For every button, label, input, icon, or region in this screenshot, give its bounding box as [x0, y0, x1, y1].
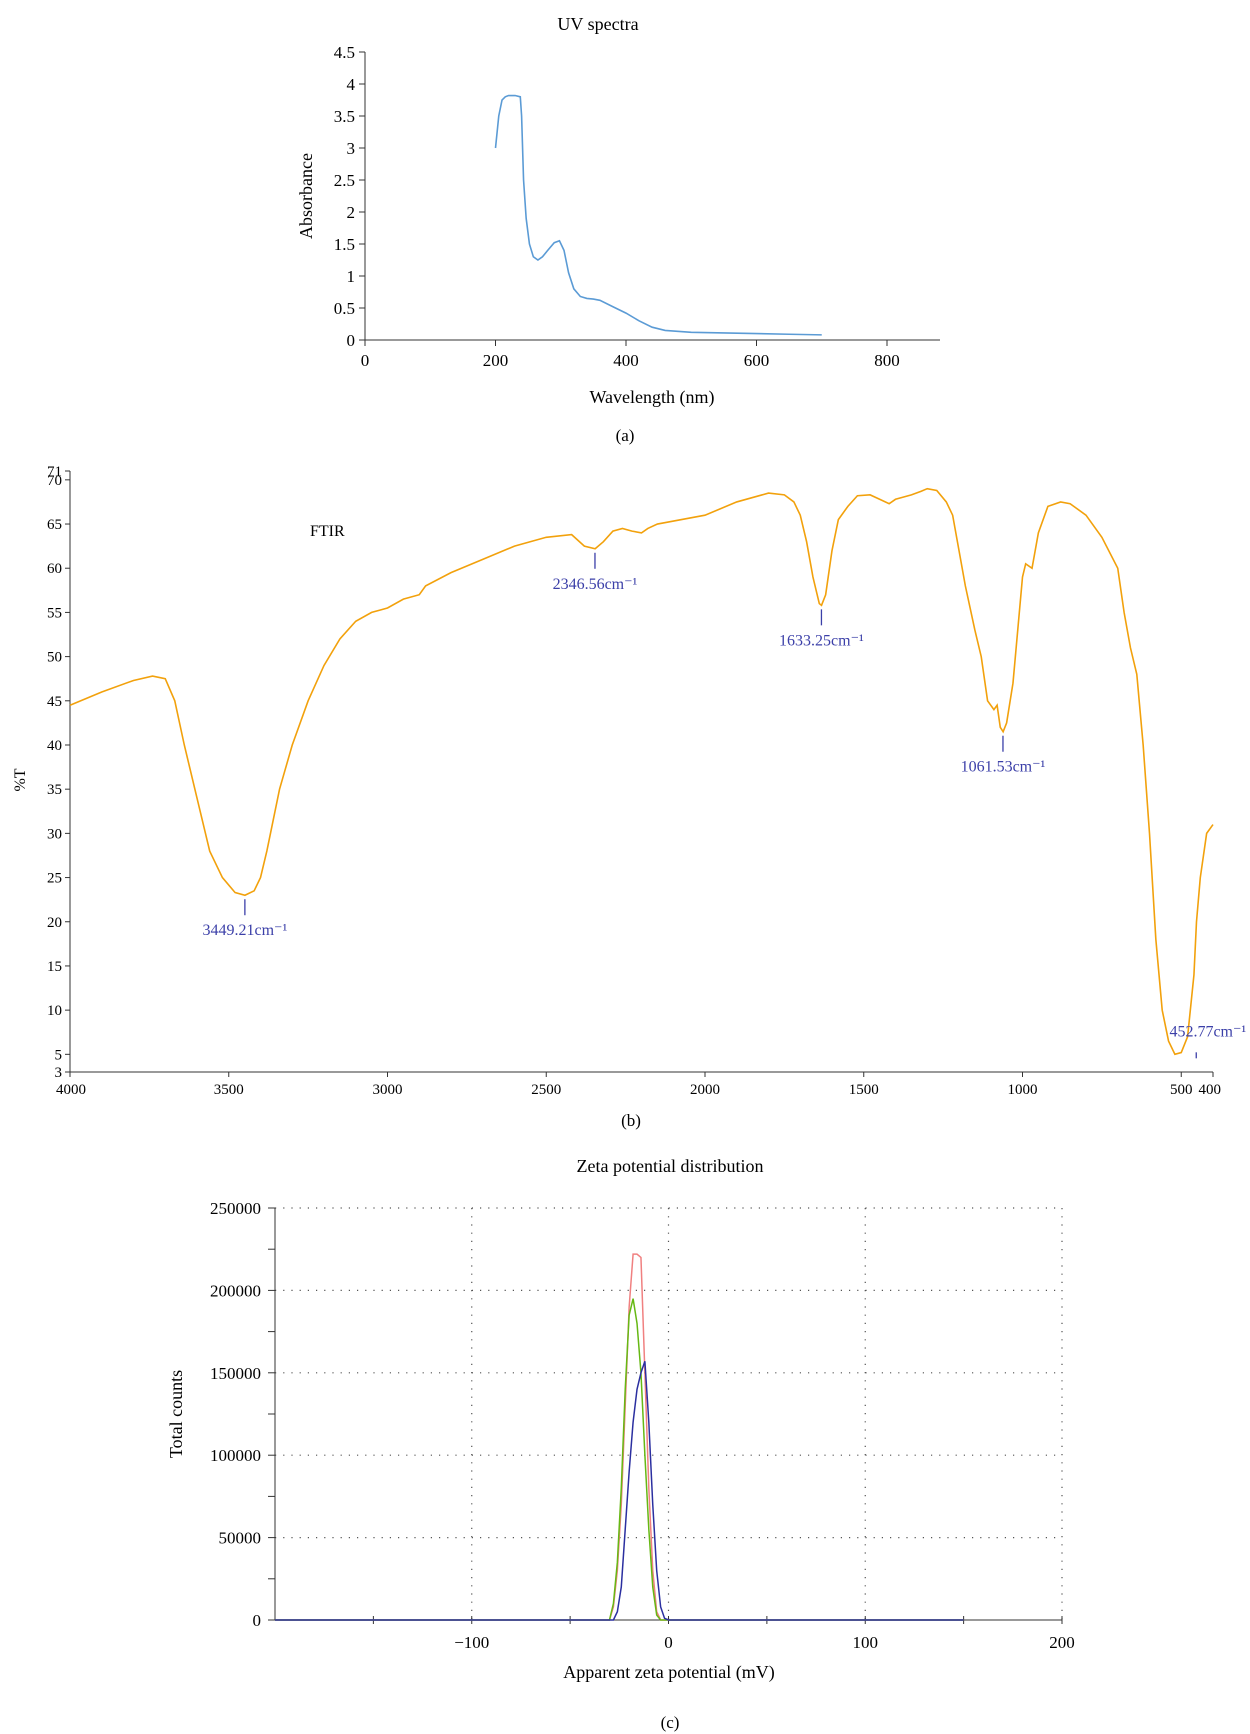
uv-y-tick-label: 2.5 [334, 171, 355, 190]
ftir-y-tick-label: 45 [47, 694, 62, 710]
uv-spectra-chart: UV spectra 0 0.5 1 1.5 2 2.5 3 3.5 4 4.5 0 200 400 6… [296, 14, 940, 445]
ftir-y-tick-label: 3 [55, 1065, 63, 1081]
ftir-peak-label: 1061.53cm⁻¹ [961, 759, 1046, 776]
uv-y-label: Absorbance [296, 153, 316, 239]
ftir-y-label: %T [12, 768, 29, 791]
ftir-peak-label: 3449.21cm⁻¹ [202, 922, 287, 939]
ftir-x-tick-label: 4000 [56, 1082, 86, 1098]
zeta-x-tick-label: 200 [1049, 1633, 1075, 1652]
ftir-x-tick-label: 3500 [214, 1082, 244, 1098]
ftir-y-tick-label: 15 [47, 959, 62, 975]
zeta-series-line [275, 1253, 964, 1621]
uv-title: UV spectra [557, 14, 638, 34]
uv-y-tick-label: 3 [347, 139, 356, 158]
uv-x-tick-label: 0 [361, 351, 370, 370]
uv-y-tick-label: 1.5 [334, 235, 355, 254]
zeta-y-tick-label: 150000 [210, 1364, 261, 1383]
zeta-title: Zeta potential distribution [577, 1156, 764, 1176]
zeta-potential-chart: Zeta potential distribution 0 50000 100000… [166, 1156, 1075, 1732]
uv-y-tick-label: 0.5 [334, 299, 355, 318]
zeta-y-label: Total counts [166, 1370, 186, 1458]
ftir-x-tick-label: 2500 [531, 1082, 561, 1098]
zeta-x-tick-label: 100 [853, 1633, 879, 1652]
ftir-x-tick-label: 500 [1170, 1082, 1193, 1098]
ftir-y-tick-label: 40 [47, 738, 62, 754]
zeta-x-label: Apparent zeta potential (mV) [563, 1662, 774, 1683]
ftir-y-tick-label: 55 [47, 605, 62, 621]
ftir-series-line [69, 487, 1214, 1056]
uv-y-tick-label: 3.5 [334, 107, 355, 126]
ftir-y-tick-label: 71 [47, 464, 62, 480]
ftir-title: FTIR [310, 523, 345, 540]
zeta-x-tick-label: −100 [454, 1633, 489, 1652]
uv-x-tick-label: 400 [613, 351, 639, 370]
uv-caption: (a) [616, 426, 635, 445]
uv-x-label: Wavelength (nm) [589, 387, 714, 408]
ftir-y-tick-label: 5 [55, 1047, 63, 1063]
zeta-caption: (c) [661, 1713, 680, 1732]
ftir-y-tick-label: 35 [47, 782, 62, 798]
ftir-y-tick-label: 25 [47, 871, 62, 887]
uv-y-tick-label: 4 [347, 75, 356, 94]
uv-y-tick-label: 0 [347, 331, 356, 350]
uv-x-tick-label: 200 [483, 351, 509, 370]
zeta-series-line [275, 1298, 964, 1621]
zeta-y-tick-label: 0 [253, 1611, 262, 1630]
zeta-y-tick-label: 100000 [210, 1446, 261, 1465]
ftir-caption: (b) [621, 1111, 641, 1130]
uv-y-tick-label: 4.5 [334, 43, 355, 62]
ftir-x-tick-label: 2000 [690, 1082, 720, 1098]
zeta-y-tick-label: 50000 [219, 1529, 262, 1548]
uv-x-tick-label: 600 [744, 351, 770, 370]
ftir-y-tick-label: 60 [47, 561, 62, 577]
ftir-y-tick-label: 30 [47, 826, 62, 842]
zeta-y-tick-label: 200000 [210, 1281, 261, 1300]
ftir-y-tick-label: 10 [47, 1003, 62, 1019]
uv-y-tick-label: 1 [347, 267, 356, 286]
ftir-y-tick-label: 50 [47, 650, 62, 666]
zeta-x-tick-label: 0 [664, 1633, 673, 1652]
ftir-x-tick-label: 1000 [1008, 1082, 1038, 1098]
uv-series-line [494, 94, 822, 336]
ftir-y-tick-label: 70 [47, 473, 62, 489]
ftir-x-tick-label: 3000 [373, 1082, 403, 1098]
ftir-peak-label: 2346.56cm⁻¹ [553, 576, 638, 593]
zeta-y-tick-label: 250000 [210, 1199, 261, 1218]
ftir-peak-label: 452.77cm⁻¹ [1169, 1023, 1246, 1040]
ftir-x-tick-label: 400 [1199, 1082, 1222, 1098]
ftir-y-tick-label: 20 [47, 915, 62, 931]
uv-y-tick-label: 2 [347, 203, 356, 222]
uv-x-tick-label: 800 [874, 351, 900, 370]
zeta-series-line [275, 1361, 964, 1621]
ftir-y-tick-label: 65 [47, 517, 62, 533]
ftir-x-tick-label: 1500 [849, 1082, 879, 1098]
ftir-peak-label: 1633.25cm⁻¹ [779, 632, 864, 649]
